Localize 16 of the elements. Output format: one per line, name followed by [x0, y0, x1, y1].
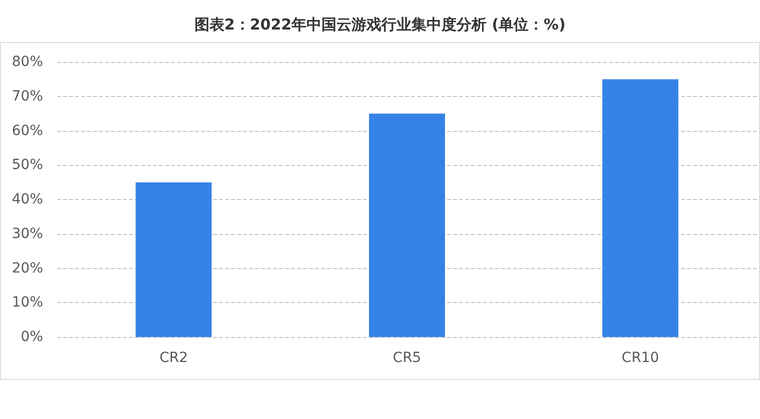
x-tick-label: CR5 [392, 350, 422, 366]
bar [602, 79, 678, 337]
x-tick-label: CR2 [159, 350, 188, 366]
y-tick-label: 30% [12, 226, 43, 242]
y-tick-label: 20% [12, 260, 43, 276]
bar [136, 182, 212, 337]
y-tick-label: 40% [12, 192, 43, 208]
y-tick-label: 80% [12, 54, 43, 70]
y-tick-label: 10% [12, 294, 43, 311]
x-tick-label: CR10 [622, 350, 659, 366]
y-tick-label: 60% [12, 122, 43, 139]
bar [369, 114, 445, 337]
y-tick-label: 50% [12, 157, 43, 174]
y-tick-label: 0% [20, 329, 43, 345]
y-tick-label: 70% [12, 88, 43, 104]
chart-title: 图表2：2022年中国云游戏行业集中度分析 (单位：%) [194, 16, 566, 34]
